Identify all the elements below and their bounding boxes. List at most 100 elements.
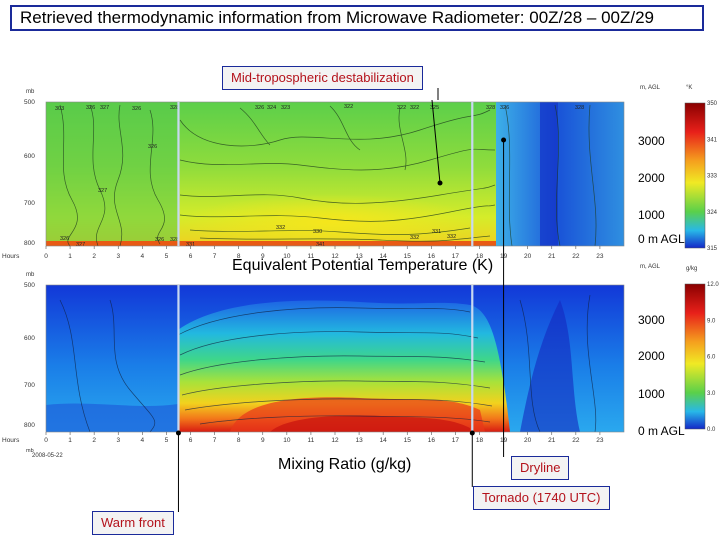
x-tick-label: 14 [380, 437, 388, 444]
height-tick-label: 3000 [638, 313, 665, 327]
svg-text:326: 326 [500, 105, 509, 111]
x-tick-label: 23 [596, 253, 604, 260]
callout-dryline: Dryline [511, 456, 570, 480]
x-tick-label: 17 [452, 253, 460, 260]
x-tick-label: 7 [213, 253, 217, 260]
pressure-tick-label: 500 [24, 99, 35, 106]
svg-text:328: 328 [575, 105, 584, 111]
height-axis-label: m, AGL [640, 85, 661, 91]
svg-text:326: 326 [255, 105, 264, 111]
x-axis-label: Hours [2, 253, 20, 260]
x-tick-label: 16 [428, 437, 436, 444]
x-tick-label: 10 [283, 253, 291, 260]
colorbar-tick-label: 333 [707, 174, 718, 180]
callout-destabilization: Mid-tropospheric destabilization [222, 66, 423, 90]
x-tick-label: 12 [331, 253, 339, 260]
x-tick-label: 13 [355, 253, 363, 260]
svg-text:326: 326 [60, 236, 69, 242]
x-axis-label: Hours [2, 437, 20, 444]
mb-footer-label: mb [26, 448, 34, 454]
svg-text:325: 325 [430, 105, 439, 111]
pressure-tick-label: 700 [24, 382, 35, 389]
svg-text:332: 332 [410, 235, 419, 241]
x-tick-label: 20 [524, 437, 532, 444]
x-tick-label: 7 [213, 437, 217, 444]
svg-text:327: 327 [98, 188, 107, 194]
height-tick-label: 2000 [638, 171, 665, 185]
x-tick-label: 10 [283, 437, 291, 444]
x-tick-label: 15 [404, 437, 412, 444]
x-tick-label: 8 [237, 437, 241, 444]
svg-text:331: 331 [186, 242, 195, 248]
svg-text:332: 332 [276, 225, 285, 231]
theta-e-contour-labels: 303 326 327 326 328 326 324 323 322 322 322 325 … [55, 104, 584, 248]
svg-text:328: 328 [486, 105, 495, 111]
destab-leader [431, 99, 441, 184]
mixing-ratio-contours [59, 294, 597, 433]
svg-text:328: 328 [170, 105, 179, 111]
theta-e-title: Equivalent Potential Temperature (K) [232, 257, 494, 274]
svg-text:322: 322 [397, 105, 406, 111]
x-tick-label: 12 [331, 437, 339, 444]
x-tick-label: 21 [548, 253, 556, 260]
x-tick-label: 17 [452, 437, 460, 444]
pressure-tick-label: 800 [24, 240, 35, 247]
svg-text:330: 330 [313, 229, 322, 235]
x-tick-label: 22 [572, 253, 580, 260]
colorbar-unit-label: °K [686, 85, 692, 91]
height-tick-label: 1000 [638, 387, 665, 401]
svg-text:303: 303 [55, 106, 64, 112]
svg-text:341: 341 [316, 242, 325, 248]
svg-text:326: 326 [86, 105, 95, 111]
mixing-ratio-panel [45, 284, 625, 433]
svg-text:327: 327 [76, 242, 85, 248]
x-tick-label: 13 [355, 437, 363, 444]
x-tick-label: 8 [237, 253, 241, 260]
colorbar-tick-label: 341 [707, 137, 718, 143]
x-tick-label: 3 [116, 437, 120, 444]
pressure-tick-label: 600 [24, 153, 35, 160]
colorbar-tick-label: 324 [707, 210, 718, 216]
x-tick-label: 9 [261, 437, 265, 444]
pressure-tick-label: 500 [24, 282, 35, 289]
x-tick-label: 2 [92, 437, 96, 444]
mixing-ratio-title: Mixing Ratio (g/kg) [278, 456, 412, 473]
pressure-tick-label: 600 [24, 335, 35, 342]
x-tick-label: 1 [68, 437, 72, 444]
page-title: Retrieved thermodynamic information from… [10, 5, 704, 31]
colorbar-tick-label: 3.0 [707, 391, 716, 397]
height-tick-label: 0 m AGL [638, 424, 685, 438]
x-tick-label: 22 [572, 437, 580, 444]
svg-text:326: 326 [148, 144, 157, 150]
x-tick-label: 9 [261, 253, 265, 260]
svg-text:326: 326 [132, 106, 141, 112]
x-tick-label: 15 [404, 253, 412, 260]
height-tick-label: 0 m AGL [638, 232, 685, 246]
x-tick-label: 11 [308, 437, 315, 444]
mixing-ratio-colorbar [684, 283, 706, 430]
x-tick-label: 23 [596, 437, 604, 444]
colorbar-tick-label: 0.0 [707, 427, 716, 433]
destab-dot [437, 180, 443, 186]
svg-text:328: 328 [170, 237, 179, 243]
callout-warm-front: Warm front [92, 511, 174, 535]
theta-e-contours [59, 104, 597, 247]
x-tick-label: 2 [92, 253, 96, 260]
x-tick-label: 3 [116, 253, 120, 260]
x-tick-label: 11 [308, 253, 315, 260]
height-axis-label: m, AGL [640, 264, 661, 270]
x-tick-label: 5 [165, 437, 169, 444]
colorbar-tick-label: 350 [707, 101, 718, 107]
height-tick-label: 3000 [638, 134, 665, 148]
date-label: 2008-05-22 [32, 453, 63, 459]
x-tick-label: 18 [476, 253, 484, 260]
svg-text:323: 323 [281, 105, 290, 111]
pressure-tick-label: 700 [24, 200, 35, 207]
pressure-unit-label: mb [26, 89, 35, 95]
svg-text:322: 322 [410, 105, 419, 111]
x-tick-label: 5 [165, 253, 169, 260]
x-tick-label: 6 [189, 253, 193, 260]
x-tick-label: 21 [548, 437, 556, 444]
